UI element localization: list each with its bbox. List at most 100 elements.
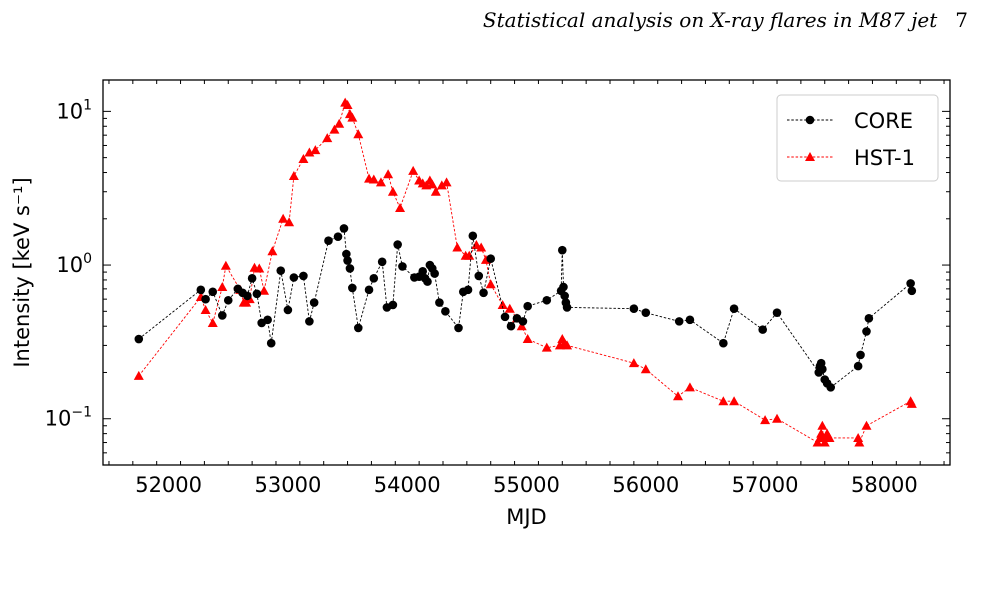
data-point-core: [423, 277, 432, 286]
x-tick-label: 56000: [612, 473, 679, 497]
data-point-core: [719, 338, 728, 348]
plot-content: [133, 97, 917, 447]
data-point-core: [276, 266, 286, 275]
data-point-hst-1: [718, 396, 729, 406]
data-point-core: [266, 338, 276, 348]
running-header: Statistical analysis on X-ray flares in …: [483, 8, 968, 32]
legend-marker-hst-1: [805, 152, 815, 161]
data-point-hst-1: [729, 396, 740, 406]
data-point-core: [674, 317, 684, 326]
legend-marker-core: [805, 115, 815, 125]
data-point-core: [393, 240, 402, 249]
data-point-core: [252, 289, 262, 299]
data-point-hst-1: [284, 217, 295, 227]
data-point-hst-1: [452, 242, 463, 252]
data-point-core: [377, 257, 387, 267]
data-point-hst-1: [861, 420, 872, 430]
data-point-hst-1: [329, 124, 340, 134]
data-point-core: [348, 283, 357, 293]
data-point-core: [305, 317, 314, 326]
data-point-core: [856, 350, 865, 360]
data-point-core: [134, 334, 144, 344]
legend-box: [776, 94, 939, 182]
data-point-hst-1: [217, 281, 228, 291]
data-point-hst-1: [133, 370, 144, 380]
data-point-hst-1: [387, 186, 398, 196]
data-point-core: [283, 305, 293, 315]
data-point-core: [353, 323, 363, 333]
data-point-hst-1: [353, 129, 364, 139]
data-point-core: [523, 301, 532, 311]
data-point-core: [557, 245, 567, 255]
data-point-core: [418, 267, 428, 276]
axis-ticks: 52000 53000 54000 55000 56000 57000 58000 10−1 1…: [45, 80, 950, 497]
series-line-hst-1: [138, 101, 913, 445]
data-point-hst-1: [760, 415, 771, 425]
x-axis-label: MJD: [506, 505, 546, 529]
data-point-core: [196, 285, 206, 295]
data-point-core: [486, 254, 496, 263]
page-number: 7: [955, 8, 968, 32]
data-point-core: [299, 271, 308, 281]
data-point-core: [324, 236, 333, 246]
data-point-hst-1: [436, 180, 447, 190]
series-core: [134, 224, 917, 392]
data-point-core: [247, 273, 257, 283]
data-point-hst-1: [254, 263, 265, 273]
data-point-hst-1: [342, 100, 353, 110]
data-point-core: [500, 312, 510, 322]
data-point-hst-1: [427, 179, 438, 189]
data-point-core: [729, 304, 739, 313]
data-point-hst-1: [375, 177, 386, 187]
data-point-hst-1: [304, 147, 315, 157]
data-point-core: [435, 298, 444, 307]
data-point-core: [441, 307, 450, 316]
data-point-core: [562, 303, 572, 312]
data-point-core: [463, 285, 473, 295]
legend-label-hst-1: HST-1: [854, 146, 915, 170]
data-point-core: [818, 364, 827, 374]
data-point-hst-1: [817, 420, 828, 430]
data-point-core: [758, 325, 768, 334]
data-point-core: [479, 288, 488, 298]
data-point-core: [864, 314, 874, 323]
data-point-core: [243, 291, 252, 301]
x-tick-label: 57000: [732, 473, 799, 497]
data-point-core: [474, 271, 484, 281]
running-title: Statistical analysis on X-ray flares in …: [482, 8, 938, 32]
data-point-hst-1: [310, 145, 321, 155]
data-point-core: [208, 287, 218, 297]
data-point-core: [906, 279, 915, 288]
data-point-hst-1: [684, 382, 695, 392]
data-point-core: [853, 361, 863, 371]
x-tick-label: 54000: [374, 473, 441, 497]
data-point-hst-1: [853, 432, 864, 442]
data-point-hst-1: [485, 279, 496, 289]
data-point-hst-1: [207, 317, 218, 327]
legend: CORE HST-1: [776, 94, 939, 182]
data-point-hst-1: [298, 153, 309, 163]
data-point-hst-1: [516, 321, 527, 331]
data-point-hst-1: [772, 413, 783, 423]
data-point-hst-1: [673, 391, 684, 401]
data-point-core: [309, 298, 319, 307]
data-point-hst-1: [522, 334, 533, 344]
data-point-core: [339, 224, 349, 233]
data-point-core: [430, 269, 439, 278]
y-tick-label: 10−1: [45, 405, 92, 431]
data-point-hst-1: [464, 250, 475, 260]
data-point-hst-1: [430, 186, 441, 196]
data-point-core: [454, 323, 463, 333]
data-point-core: [468, 231, 478, 241]
data-point-hst-1: [628, 358, 639, 368]
data-point-hst-1: [408, 165, 419, 175]
data-point-hst-1: [383, 169, 394, 179]
data-point-hst-1: [395, 203, 406, 213]
data-point-core: [289, 273, 299, 282]
data-point-core: [518, 317, 528, 326]
data-point-hst-1: [278, 213, 289, 223]
data-point-hst-1: [504, 303, 515, 313]
data-point-core: [364, 285, 374, 295]
data-point-hst-1: [368, 174, 379, 184]
